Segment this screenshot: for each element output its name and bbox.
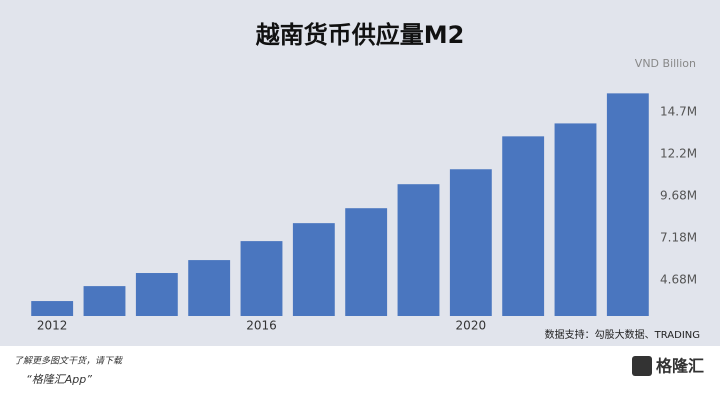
bar xyxy=(31,301,74,316)
chart-title: 越南货币供应量M2 xyxy=(256,21,465,49)
bar xyxy=(83,286,126,316)
y-tick-label: 12.2M xyxy=(660,146,697,160)
brand-logo xyxy=(632,356,652,376)
footer-app: “格隆汇App” xyxy=(26,373,92,386)
bar xyxy=(240,241,283,316)
x-tick-label: 2012 xyxy=(37,319,68,333)
y-tick-label: 7.18M xyxy=(660,231,697,245)
bar xyxy=(502,136,545,316)
bar xyxy=(449,169,492,316)
bar xyxy=(135,273,178,316)
bar xyxy=(554,123,597,316)
y-tick-label: 9.68M xyxy=(660,189,697,203)
bar xyxy=(397,184,440,316)
unit-label: VND Billion xyxy=(635,57,696,70)
bar xyxy=(188,260,231,316)
x-tick-label: 2016 xyxy=(246,319,277,333)
bar xyxy=(292,223,335,316)
footer-line: 了解更多图文干货，请下载 xyxy=(14,356,123,367)
y-tick-label: 14.7M xyxy=(660,104,697,118)
source-note: 数据支持：勾股大数据、TRADING xyxy=(545,328,700,341)
bar xyxy=(606,93,649,317)
y-tick-label: 4.68M xyxy=(660,273,697,287)
x-tick-label: 2020 xyxy=(456,319,487,333)
brand-name: 格隆汇 xyxy=(656,357,704,376)
bar xyxy=(345,208,388,316)
